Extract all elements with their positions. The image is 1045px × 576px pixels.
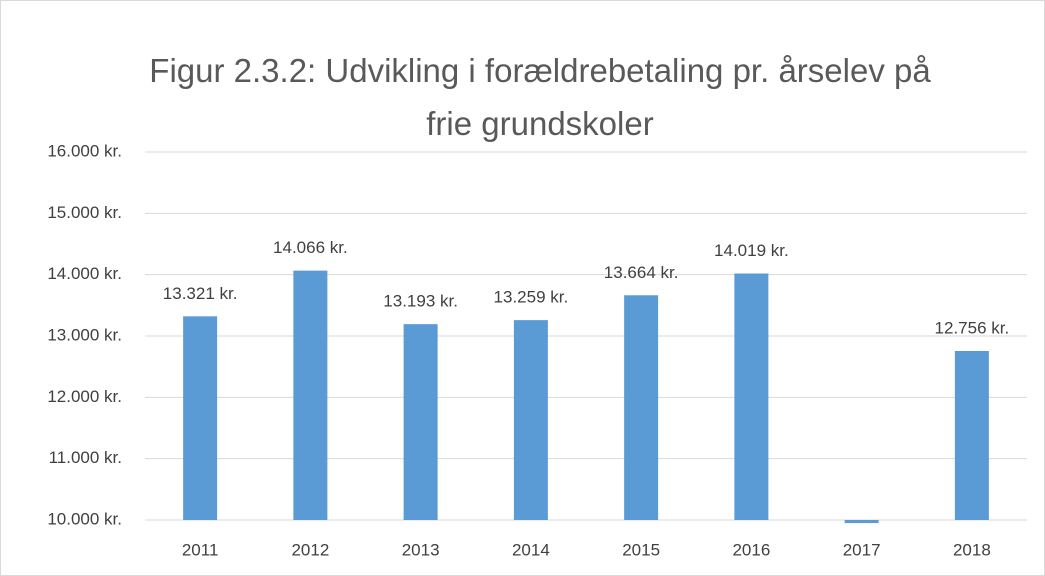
x-tick-label: 2017: [843, 540, 881, 559]
y-tick-label: 14.000 kr.: [47, 264, 122, 283]
x-tick-label: 2012: [291, 540, 329, 559]
y-tick-label: 16.000 kr.: [47, 141, 122, 160]
y-tick-label: 13.000 kr.: [47, 325, 122, 344]
bar: [954, 350, 989, 520]
value-label: 13.664 kr.: [604, 263, 679, 282]
x-tick-label: 2016: [732, 540, 770, 559]
bar: [734, 273, 769, 520]
bar: [844, 520, 879, 524]
chart-title: Figur 2.3.2: Udvikling i forældrebetalin…: [149, 52, 931, 142]
bar: [624, 295, 659, 520]
y-tick-label: 15.000 kr.: [47, 203, 122, 222]
value-label: 13.321 kr.: [163, 284, 238, 303]
x-tick-label: 2018: [953, 540, 991, 559]
x-tick-label: 2011: [182, 540, 219, 559]
bar: [293, 270, 328, 520]
value-label: 12.756 kr.: [935, 318, 1010, 337]
y-tick-label: 12.000 kr.: [47, 387, 122, 406]
value-label: 13.259 kr.: [494, 288, 569, 307]
bar: [183, 316, 218, 520]
y-tick-label: 11.000 kr.: [49, 448, 122, 467]
value-label: 13.193 kr.: [383, 292, 458, 311]
x-tick-label: 2015: [622, 540, 660, 559]
x-tick-label: 2014: [512, 540, 550, 559]
bar: [513, 320, 548, 520]
value-label: 14.066 kr.: [273, 238, 348, 257]
value-label: 14.019 kr.: [714, 241, 789, 260]
x-tick-label: 2013: [402, 540, 440, 559]
y-tick-label: 10.000 kr.: [47, 509, 122, 528]
bar: [403, 324, 438, 520]
